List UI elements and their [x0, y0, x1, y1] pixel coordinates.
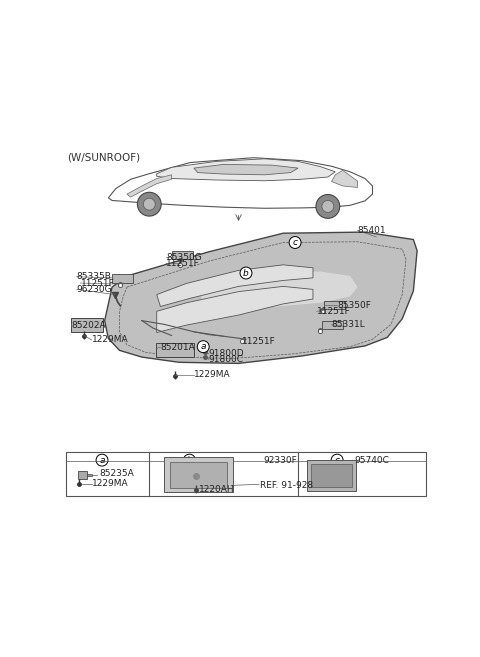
Text: 1220AH: 1220AH	[199, 485, 234, 494]
Text: REF. 91-928: REF. 91-928	[260, 481, 313, 490]
Text: 85401: 85401	[358, 226, 386, 235]
Circle shape	[289, 237, 301, 248]
Text: 85335B: 85335B	[77, 272, 112, 281]
Polygon shape	[172, 252, 193, 259]
Text: 11251F: 11251F	[166, 260, 200, 268]
Polygon shape	[194, 164, 298, 175]
Polygon shape	[156, 286, 313, 332]
Text: (W/SUNROOF): (W/SUNROOF)	[67, 152, 141, 162]
Text: 11251F: 11251F	[317, 307, 350, 316]
Circle shape	[240, 267, 252, 279]
Bar	[307, 461, 356, 491]
Polygon shape	[332, 170, 358, 187]
Text: 91800D: 91800D	[209, 350, 244, 358]
Text: 85235A: 85235A	[99, 469, 134, 478]
Text: 11251F: 11251F	[242, 336, 276, 346]
Text: b: b	[187, 455, 192, 464]
Bar	[78, 471, 87, 479]
Text: c: c	[293, 238, 298, 247]
Bar	[66, 451, 426, 496]
Text: 96230G: 96230G	[77, 285, 112, 294]
Text: 1229MA: 1229MA	[194, 370, 230, 379]
Polygon shape	[322, 321, 343, 328]
Polygon shape	[127, 175, 172, 197]
Circle shape	[144, 198, 155, 210]
Text: 91800C: 91800C	[209, 355, 244, 364]
Text: 85202A: 85202A	[71, 321, 106, 330]
Circle shape	[197, 341, 209, 353]
Text: b: b	[243, 269, 249, 277]
Circle shape	[316, 194, 340, 218]
Circle shape	[322, 200, 334, 212]
Polygon shape	[105, 232, 417, 363]
Text: 85350F: 85350F	[337, 300, 371, 309]
Text: 85331L: 85331L	[332, 320, 365, 329]
Text: 1229MA: 1229MA	[92, 479, 129, 488]
Text: 85350G: 85350G	[166, 253, 202, 262]
Text: c: c	[335, 455, 340, 464]
Bar	[311, 464, 352, 487]
Text: 85201A: 85201A	[160, 342, 195, 351]
Circle shape	[96, 454, 108, 466]
Circle shape	[183, 454, 195, 466]
Text: 1229MA: 1229MA	[92, 336, 128, 344]
Bar	[170, 462, 228, 488]
Text: a: a	[99, 455, 105, 464]
Polygon shape	[156, 265, 313, 306]
Bar	[164, 457, 233, 493]
Polygon shape	[324, 302, 345, 309]
Polygon shape	[156, 159, 335, 181]
Circle shape	[137, 193, 161, 216]
Polygon shape	[112, 275, 132, 283]
Polygon shape	[202, 271, 358, 309]
Text: 11251F: 11251F	[81, 279, 114, 288]
Bar	[87, 474, 92, 476]
Circle shape	[331, 454, 343, 466]
Text: 92330F: 92330F	[264, 455, 298, 464]
Polygon shape	[71, 317, 103, 332]
Polygon shape	[156, 343, 194, 357]
Text: 95740C: 95740C	[354, 455, 389, 464]
Text: a: a	[201, 342, 206, 351]
